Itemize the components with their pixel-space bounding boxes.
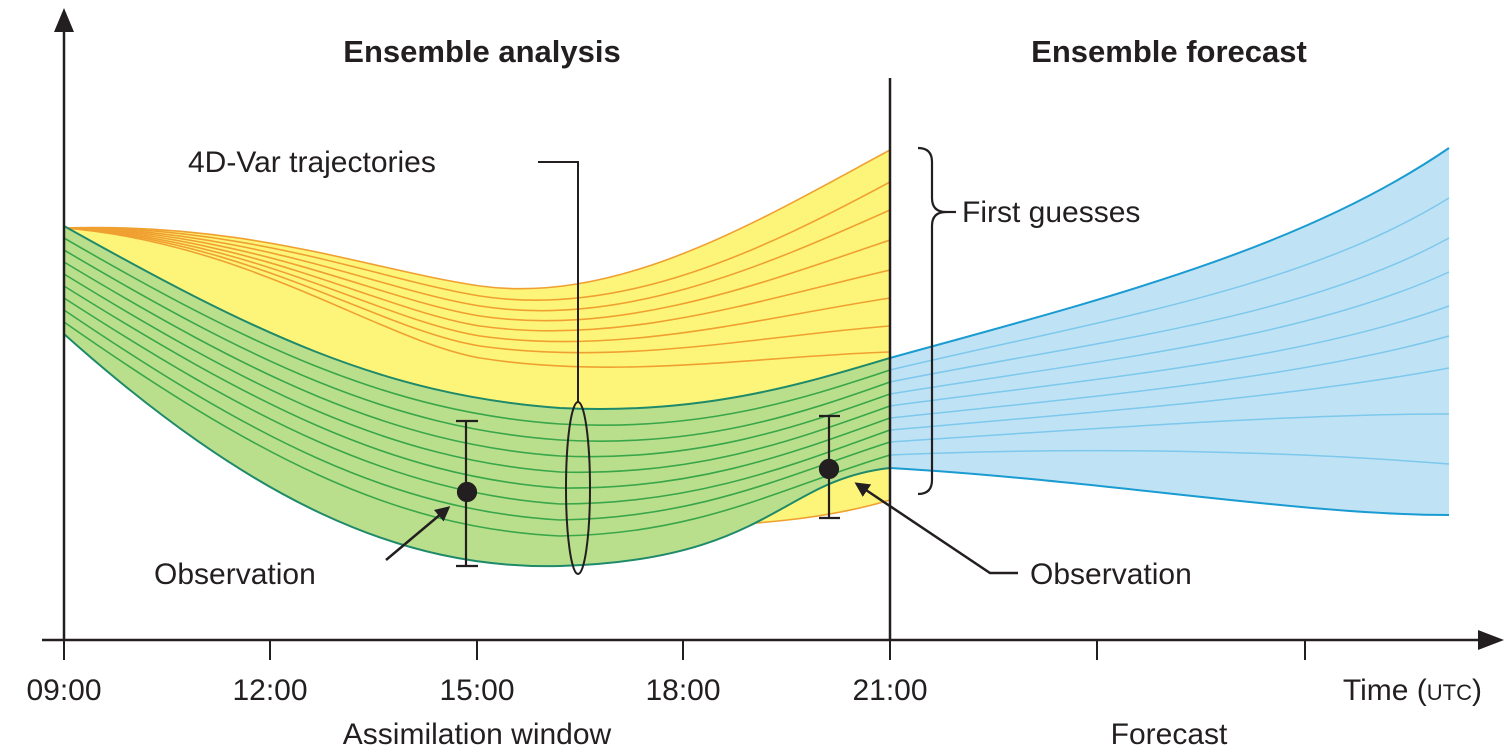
title-ensemble-analysis: Ensemble analysis xyxy=(343,34,620,69)
y-axis-arrow xyxy=(54,8,74,32)
tick-label-1500: 15:00 xyxy=(439,674,514,707)
x-axis-title-close: ) xyxy=(1472,674,1482,707)
forecast-band xyxy=(890,148,1449,515)
label-first-guesses: First guesses xyxy=(962,196,1140,229)
forecast-trajectories xyxy=(889,197,1450,465)
label-assimilation-window: Assimilation window xyxy=(343,718,612,751)
analysis-band xyxy=(64,226,890,567)
first-guess-trajectories xyxy=(63,149,891,529)
title-ensemble-forecast: Ensemble forecast xyxy=(1031,34,1307,69)
trajectories-connector xyxy=(538,161,579,402)
x-axis-title-main: Time ( xyxy=(1343,674,1427,707)
label-observation-left: Observation xyxy=(154,558,316,591)
x-axis-title-unit: UTC xyxy=(1427,680,1472,705)
tick-label-1200: 12:00 xyxy=(232,674,307,707)
label-observation-right: Observation xyxy=(1030,558,1192,591)
tick-label-1800: 18:00 xyxy=(645,674,720,707)
forecast-lower-edge xyxy=(889,467,1450,516)
observation-left-arrow xyxy=(385,506,451,561)
observation-right-marker xyxy=(818,414,840,520)
observation-right-arrow xyxy=(854,482,1018,575)
x-tick-labels: 09:00 12:00 15:00 18:00 21:00 xyxy=(26,674,927,707)
analysis-lower-edge xyxy=(63,333,891,568)
analysis-upper-edge xyxy=(63,225,891,411)
forecast-upper-edge xyxy=(889,147,1450,359)
observation-left-marker xyxy=(456,419,478,568)
analysis-trajectories xyxy=(63,237,891,537)
tick-label-0900: 09:00 xyxy=(26,674,101,707)
label-forecast: Forecast xyxy=(1111,718,1228,751)
tick-label-2100: 21:00 xyxy=(852,674,927,707)
x-axis-title: Time (UTC) xyxy=(1343,674,1482,707)
label-4d-var-trajectories: 4D-Var trajectories xyxy=(188,146,436,179)
x-ticks xyxy=(63,640,1306,660)
x-axis-arrow xyxy=(1478,630,1504,650)
